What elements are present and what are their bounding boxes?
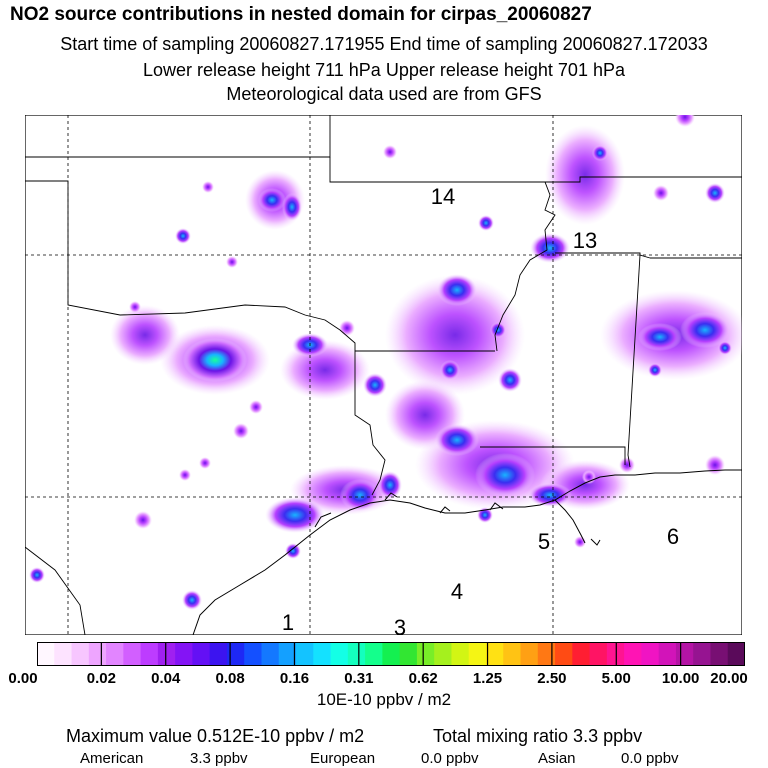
color-scale-tick-label: 0.04 bbox=[151, 670, 181, 687]
color-scale-tick-label: 0.62 bbox=[408, 670, 438, 687]
color-scale-cell bbox=[589, 642, 608, 666]
region-label-4: 4 bbox=[451, 579, 463, 604]
color-scale-units: 10E-10 ppbv / m2 bbox=[316, 690, 452, 709]
color-scale-cell bbox=[537, 642, 556, 666]
color-scale-tick-label: 0.16 bbox=[279, 670, 310, 687]
region-label-5: 5 bbox=[538, 529, 550, 554]
color-scale-bar bbox=[37, 642, 745, 666]
asian-label: Asian bbox=[538, 750, 576, 767]
concentration-map: 14 13 1 3 4 5 6 bbox=[25, 115, 742, 635]
color-scale-cell bbox=[261, 642, 280, 666]
region-labels: 14 13 1 3 4 5 6 bbox=[282, 184, 679, 635]
color-scale-cell bbox=[503, 642, 522, 666]
color-scale-cell bbox=[209, 642, 228, 666]
color-scale-cell bbox=[313, 642, 332, 666]
color-scale-tick-label: 0.02 bbox=[86, 670, 116, 687]
color-scale-cell bbox=[365, 642, 383, 666]
color-scale-cell bbox=[123, 642, 142, 666]
color-scale-cell bbox=[226, 642, 245, 666]
color-scale-cell bbox=[710, 642, 729, 666]
color-scale-cell bbox=[658, 642, 677, 666]
color-scale-cell bbox=[347, 642, 366, 666]
color-scale-cell bbox=[157, 642, 176, 666]
color-scale-cell bbox=[106, 642, 124, 666]
hot-spots bbox=[183, 188, 730, 533]
color-scale-cell bbox=[88, 642, 107, 666]
color-scale-tick-label: 0.31 bbox=[344, 670, 374, 687]
region-label-3: 3 bbox=[394, 615, 406, 635]
color-scale-cell bbox=[244, 642, 263, 666]
color-scale-tick-label: 5.00 bbox=[601, 670, 631, 687]
region-label-6: 6 bbox=[667, 524, 679, 549]
color-scale-cell bbox=[675, 642, 694, 666]
color-scale-cell bbox=[37, 642, 55, 666]
color-scale-cell bbox=[330, 642, 349, 666]
coastline bbox=[192, 469, 742, 635]
region-label-13: 13 bbox=[573, 228, 597, 253]
region-label-1: 1 bbox=[282, 610, 294, 635]
color-scale-cell bbox=[296, 642, 314, 666]
color-scale-tick-label: 10.00 bbox=[661, 670, 700, 687]
color-scale-tick-label: 0.00 bbox=[8, 670, 38, 687]
color-scale-cell bbox=[693, 642, 712, 666]
color-scale-cell bbox=[624, 642, 642, 666]
color-scale-cell bbox=[399, 642, 418, 666]
color-scale-cell bbox=[468, 642, 487, 666]
color-scale-cell bbox=[192, 642, 211, 666]
color-scale-cell bbox=[434, 642, 453, 666]
color-scale-cell bbox=[451, 642, 470, 666]
american-value: 3.3 ppbv bbox=[190, 750, 248, 767]
color-scale-cell bbox=[555, 642, 573, 666]
color-scale-tick-label: 1.25 bbox=[472, 670, 503, 687]
american-label: American bbox=[80, 750, 144, 767]
color-scale-cell bbox=[140, 642, 159, 666]
release-heights: Lower release height 711 hPa Upper relea… bbox=[142, 60, 625, 80]
color-scale-cell bbox=[485, 642, 504, 666]
color-scale-tick-label: 20.00 bbox=[710, 670, 748, 687]
map-title: NO2 source contributions in nested domai… bbox=[10, 4, 592, 25]
total-mixing-ratio: Total mixing ratio 3.3 ppbv bbox=[433, 726, 643, 746]
european-value: 0.0 ppbv bbox=[421, 750, 479, 767]
met-data-source: Meteorological data used are from GFS bbox=[226, 84, 542, 104]
color-scale-cell bbox=[71, 642, 90, 666]
asian-value: 0.0 ppbv bbox=[621, 750, 679, 767]
color-scale-cell bbox=[727, 642, 745, 666]
color-scale-cell bbox=[572, 642, 591, 666]
color-scale-frame bbox=[37, 642, 745, 666]
color-scale-cell bbox=[520, 642, 539, 666]
region-label-14: 14 bbox=[431, 184, 455, 209]
color-scale-cell bbox=[641, 642, 660, 666]
maximum-value: Maximum value 0.512E-10 ppbv / m2 bbox=[66, 726, 365, 746]
color-scale-cell bbox=[416, 642, 435, 666]
european-label: European bbox=[310, 750, 376, 767]
color-scale-cell bbox=[54, 642, 73, 666]
state-boundaries bbox=[25, 115, 742, 635]
map-frame bbox=[25, 115, 742, 635]
sampling-times: Start time of sampling 20060827.171955 E… bbox=[60, 34, 708, 54]
color-scale-cell bbox=[175, 642, 194, 666]
color-scale-tick-label: 2.50 bbox=[537, 670, 567, 687]
color-scale-cell bbox=[382, 642, 401, 666]
color-scale-cell bbox=[278, 642, 297, 666]
color-scale-tick-label: 0.08 bbox=[215, 670, 245, 687]
